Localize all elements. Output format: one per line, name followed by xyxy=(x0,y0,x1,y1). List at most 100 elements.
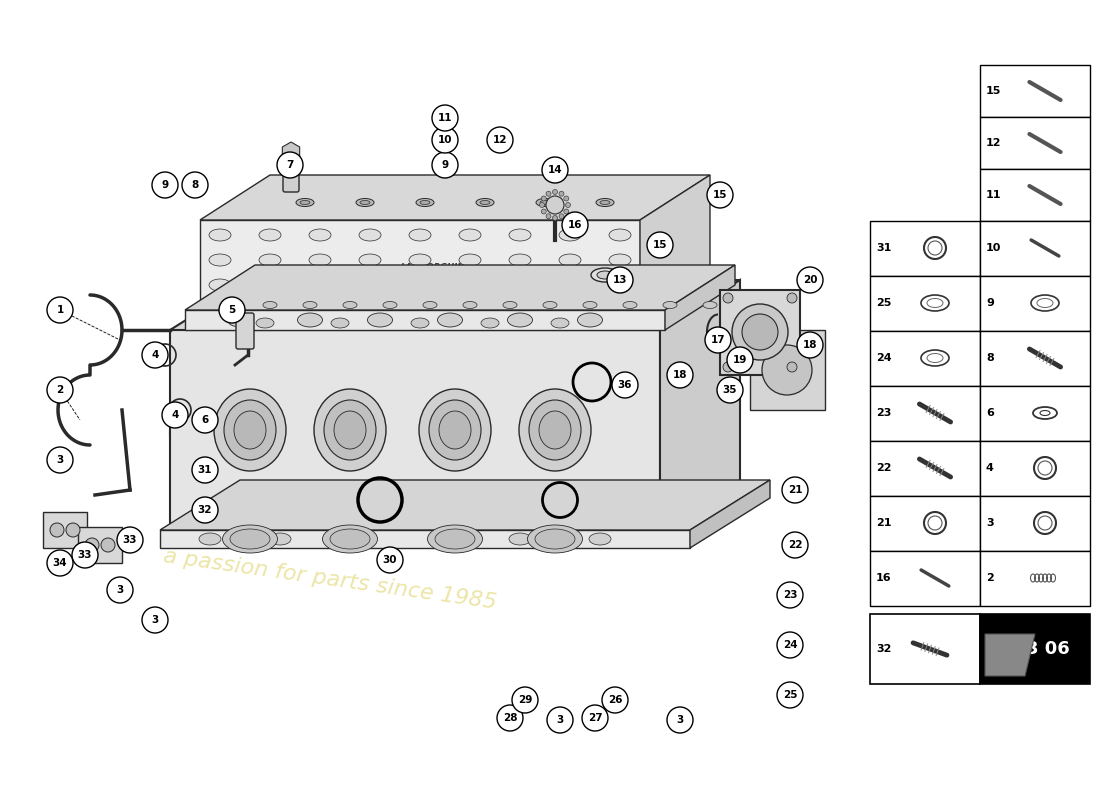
Ellipse shape xyxy=(543,302,557,309)
Ellipse shape xyxy=(546,214,551,218)
Ellipse shape xyxy=(360,201,370,205)
Circle shape xyxy=(142,607,168,633)
Circle shape xyxy=(727,347,754,373)
Circle shape xyxy=(182,172,208,198)
Ellipse shape xyxy=(431,497,459,513)
Circle shape xyxy=(117,527,143,553)
Circle shape xyxy=(512,687,538,713)
Text: 3: 3 xyxy=(676,715,683,725)
Text: 15: 15 xyxy=(713,190,727,200)
Text: 4: 4 xyxy=(986,463,994,473)
Circle shape xyxy=(786,293,798,303)
Text: 11: 11 xyxy=(438,113,452,123)
Circle shape xyxy=(101,538,116,552)
Text: 9: 9 xyxy=(162,180,168,190)
Bar xyxy=(980,221,1090,276)
Ellipse shape xyxy=(559,254,581,266)
Polygon shape xyxy=(750,330,825,410)
Ellipse shape xyxy=(206,497,234,513)
Text: 5: 5 xyxy=(229,305,235,315)
Bar xyxy=(980,496,1090,551)
Ellipse shape xyxy=(459,229,481,241)
Circle shape xyxy=(582,705,608,731)
Ellipse shape xyxy=(297,313,322,327)
Circle shape xyxy=(219,297,245,323)
Text: 3: 3 xyxy=(56,455,64,465)
Text: 3: 3 xyxy=(557,715,563,725)
Circle shape xyxy=(547,707,573,733)
Text: 3: 3 xyxy=(117,585,123,595)
Ellipse shape xyxy=(609,229,631,241)
Polygon shape xyxy=(640,175,710,310)
Circle shape xyxy=(777,632,803,658)
Ellipse shape xyxy=(263,302,277,309)
Text: 10: 10 xyxy=(986,243,1001,253)
Ellipse shape xyxy=(383,302,397,309)
Text: 4: 4 xyxy=(172,410,178,420)
Ellipse shape xyxy=(509,279,531,291)
Text: 10: 10 xyxy=(438,135,452,145)
Text: 6: 6 xyxy=(201,415,209,425)
Ellipse shape xyxy=(330,529,370,549)
Ellipse shape xyxy=(234,411,266,449)
Polygon shape xyxy=(170,280,740,330)
Ellipse shape xyxy=(416,198,434,206)
Ellipse shape xyxy=(463,302,477,309)
Bar xyxy=(980,386,1090,441)
Polygon shape xyxy=(690,480,770,548)
Bar xyxy=(870,496,980,551)
Text: eurospares: eurospares xyxy=(165,402,535,458)
Circle shape xyxy=(777,682,803,708)
Text: 9: 9 xyxy=(986,298,994,308)
Circle shape xyxy=(497,705,522,731)
Text: 6: 6 xyxy=(986,408,994,418)
Text: 18: 18 xyxy=(803,340,817,350)
Polygon shape xyxy=(720,290,800,375)
Text: 3: 3 xyxy=(152,615,158,625)
Ellipse shape xyxy=(539,411,571,449)
Circle shape xyxy=(667,362,693,388)
Ellipse shape xyxy=(224,400,276,460)
Circle shape xyxy=(487,127,513,153)
Ellipse shape xyxy=(596,198,614,206)
Polygon shape xyxy=(666,265,735,330)
Text: 32: 32 xyxy=(198,505,212,515)
Text: 19: 19 xyxy=(733,355,747,365)
Ellipse shape xyxy=(359,229,381,241)
Ellipse shape xyxy=(559,191,564,196)
Circle shape xyxy=(647,232,673,258)
Polygon shape xyxy=(160,530,690,548)
Ellipse shape xyxy=(559,279,581,291)
Ellipse shape xyxy=(703,302,717,309)
Ellipse shape xyxy=(428,525,483,553)
Text: 13: 13 xyxy=(613,275,627,285)
Ellipse shape xyxy=(927,298,943,307)
Text: 23: 23 xyxy=(876,408,891,418)
Ellipse shape xyxy=(663,302,676,309)
Ellipse shape xyxy=(552,190,558,194)
Circle shape xyxy=(667,707,693,733)
Ellipse shape xyxy=(591,268,619,282)
Ellipse shape xyxy=(1033,407,1057,419)
Ellipse shape xyxy=(300,201,310,205)
Ellipse shape xyxy=(309,254,331,266)
Circle shape xyxy=(377,547,403,573)
Bar xyxy=(980,551,1090,606)
Text: 17: 17 xyxy=(711,335,725,345)
Circle shape xyxy=(732,304,788,360)
Ellipse shape xyxy=(551,318,569,328)
Ellipse shape xyxy=(623,302,637,309)
Text: 22: 22 xyxy=(876,463,891,473)
Ellipse shape xyxy=(546,191,551,196)
Text: 30: 30 xyxy=(383,555,397,565)
Ellipse shape xyxy=(509,533,531,545)
Ellipse shape xyxy=(439,411,471,449)
Ellipse shape xyxy=(1034,457,1056,479)
Polygon shape xyxy=(160,480,770,530)
Ellipse shape xyxy=(314,389,386,471)
Circle shape xyxy=(66,523,80,537)
Ellipse shape xyxy=(506,497,534,513)
Circle shape xyxy=(192,407,218,433)
Ellipse shape xyxy=(438,313,462,327)
Text: 15: 15 xyxy=(986,86,1001,96)
